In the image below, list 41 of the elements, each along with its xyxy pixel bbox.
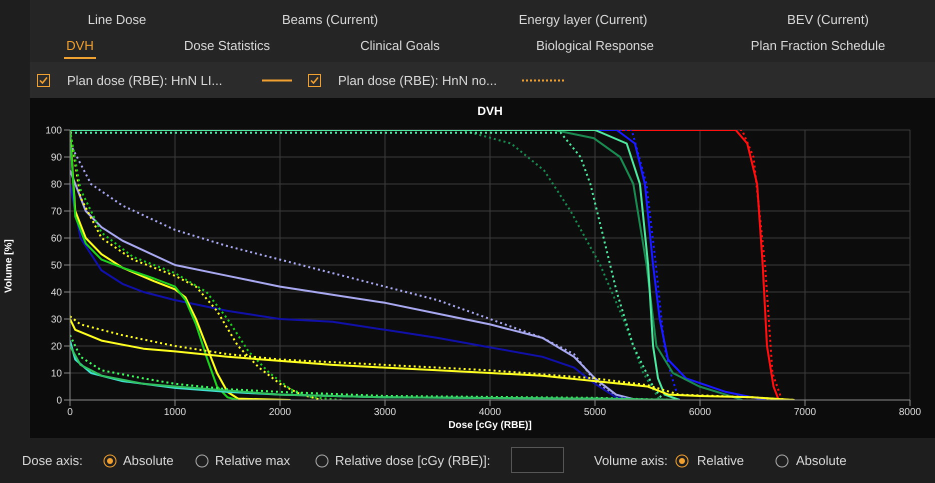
text: Dose axis: <box>22 453 83 469</box>
x-tick-label: 7000 <box>794 407 817 418</box>
text: DVH <box>66 38 94 54</box>
text: Dose Statistics <box>184 38 270 54</box>
x-tick-label: 0 <box>67 407 74 418</box>
x-tick-label: 2000 <box>268 407 292 418</box>
y-tick-label: 30 <box>50 314 62 326</box>
text: Plan dose (RBE): HnN LI... <box>67 73 222 89</box>
text: Absolute <box>123 453 174 469</box>
x-tick-label: 5000 <box>584 407 607 418</box>
text: Relative <box>697 453 744 469</box>
y-tick-label: 70 <box>50 206 62 218</box>
y-tick-label: 10 <box>50 368 62 380</box>
x-tick-label: 8000 <box>898 407 922 418</box>
text: Absolute <box>796 453 847 469</box>
text: Biological Response <box>536 38 654 54</box>
y-tick-label: 100 <box>45 126 62 137</box>
text: Relative dose [cGy (RBE)]: <box>335 453 490 469</box>
text: BEV (Current) <box>787 12 869 28</box>
text: Volume axis: <box>594 453 668 469</box>
x-tick-label: 4000 <box>478 407 502 418</box>
chart-title: DVH <box>477 104 503 118</box>
y-tick-label: 40 <box>50 288 62 299</box>
y-tick-label: 90 <box>50 152 62 164</box>
text: Line Dose <box>88 12 146 28</box>
x-tick-label: 3000 <box>374 407 397 418</box>
y-tick-label: 0 <box>56 396 62 407</box>
x-tick-label: 1000 <box>164 407 187 418</box>
x-axis-title: Dose [cGy (RBE)] <box>448 420 532 431</box>
x-tick-label: 6000 <box>688 407 712 418</box>
y-axis-title: Volume [%] <box>4 239 15 293</box>
text: Plan Fraction Schedule <box>750 38 886 54</box>
y-tick-label: 80 <box>50 180 62 191</box>
text: Energy layer (Current) <box>518 12 648 28</box>
text: Beams (Current) <box>282 12 378 28</box>
text: Plan dose (RBE): HnN no... <box>338 73 497 89</box>
y-tick-label: 50 <box>50 260 62 272</box>
y-tick-label: 60 <box>50 234 62 245</box>
y-tick-label: 20 <box>50 342 62 353</box>
text: Relative max <box>215 453 290 469</box>
text: Clinical Goals <box>360 38 440 54</box>
